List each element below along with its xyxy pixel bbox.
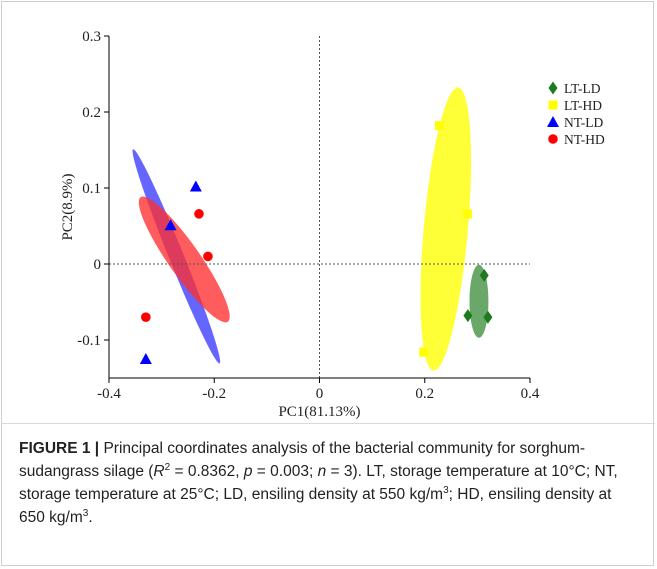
caption-divider xyxy=(1,423,655,424)
caption-text: = 0.003; xyxy=(252,463,318,480)
y-tick-label: 0.1 xyxy=(82,181,101,197)
point-lt-hd xyxy=(419,347,429,357)
reference-lines xyxy=(109,36,530,378)
pcoa-chart: -0.4 -0.2 0 0.2 0.4 0.3 0.2 0.1 0 -0.1 PC1(81.13%)… xyxy=(60,29,605,420)
caption-lead: FIGURE 1 | xyxy=(19,440,100,457)
legend-label-lt-hd: LT-HD xyxy=(564,98,602,113)
point-nt-ld xyxy=(139,353,152,364)
y-tick-label: 0 xyxy=(94,257,102,273)
caption-n-symbol: n xyxy=(317,463,327,480)
point-lt-hd xyxy=(434,121,444,131)
axes: -0.4 -0.2 0 0.2 0.4 0.3 0.2 0.1 0 -0.1 PC1(81.13%)… xyxy=(60,29,540,420)
legend-marker-nt-ld xyxy=(547,116,559,127)
caption-r-symbol: R xyxy=(153,463,165,480)
caption-text: = 3). LT, storage temperature at 10°C; N… xyxy=(19,463,618,503)
point-lt-hd xyxy=(462,209,472,219)
legend: LT-LD LT-HD NT-LD NT-HD xyxy=(547,81,605,147)
point-nt-hd xyxy=(203,251,213,262)
figure-caption: FIGURE 1 | Principal coordinates analysi… xyxy=(19,437,639,529)
x-tick-label: 0.2 xyxy=(415,386,434,402)
y-tick-label: 0.2 xyxy=(82,105,101,121)
caption-text: = 0.8362, xyxy=(170,463,244,480)
point-nt-hd xyxy=(194,209,204,219)
legend-marker-nt-hd xyxy=(548,134,558,144)
ellipse-nt-hd xyxy=(138,196,230,323)
legend-marker-lt-hd xyxy=(548,100,558,110)
point-lt-ld xyxy=(479,268,489,282)
y-tick-label: -0.1 xyxy=(77,333,101,349)
caption-text: ; HD, ensiling density at 650 kg/m xyxy=(19,486,612,526)
x-tick-label: -0.4 xyxy=(97,386,121,402)
point-lt-ld xyxy=(463,309,473,323)
caption-text: . xyxy=(88,509,93,526)
ellipse-lt-hd xyxy=(420,87,472,371)
point-nt-ld xyxy=(189,180,202,192)
ellipse-lt-ld xyxy=(469,264,489,338)
point-lt-ld xyxy=(483,310,493,324)
y-axis-label: PC2(8.9%) xyxy=(60,173,76,240)
x-tick-label: 0 xyxy=(316,386,324,402)
point-nt-ld xyxy=(164,219,177,231)
legend-marker-lt-ld xyxy=(548,81,558,95)
data-points xyxy=(139,121,493,364)
caption-sup: 3 xyxy=(82,507,89,519)
x-tick-label: -0.2 xyxy=(202,386,226,402)
x-tick-label: 0.4 xyxy=(521,386,540,402)
legend-label-nt-hd: NT-HD xyxy=(564,132,605,147)
group-ellipses xyxy=(132,87,489,371)
caption-r-sup: 2 xyxy=(164,461,171,473)
y-tick-label: 0.3 xyxy=(82,29,101,45)
caption-sup: 3 xyxy=(443,484,449,496)
caption-p-symbol: p xyxy=(243,463,253,480)
caption-text: Principal coordinates analysis of the ba… xyxy=(19,440,586,480)
legend-label-lt-ld: LT-LD xyxy=(564,81,601,96)
point-nt-hd xyxy=(141,312,151,323)
legend-label-nt-ld: NT-LD xyxy=(564,115,603,130)
x-axis-label: PC1(81.13%) xyxy=(278,404,360,420)
